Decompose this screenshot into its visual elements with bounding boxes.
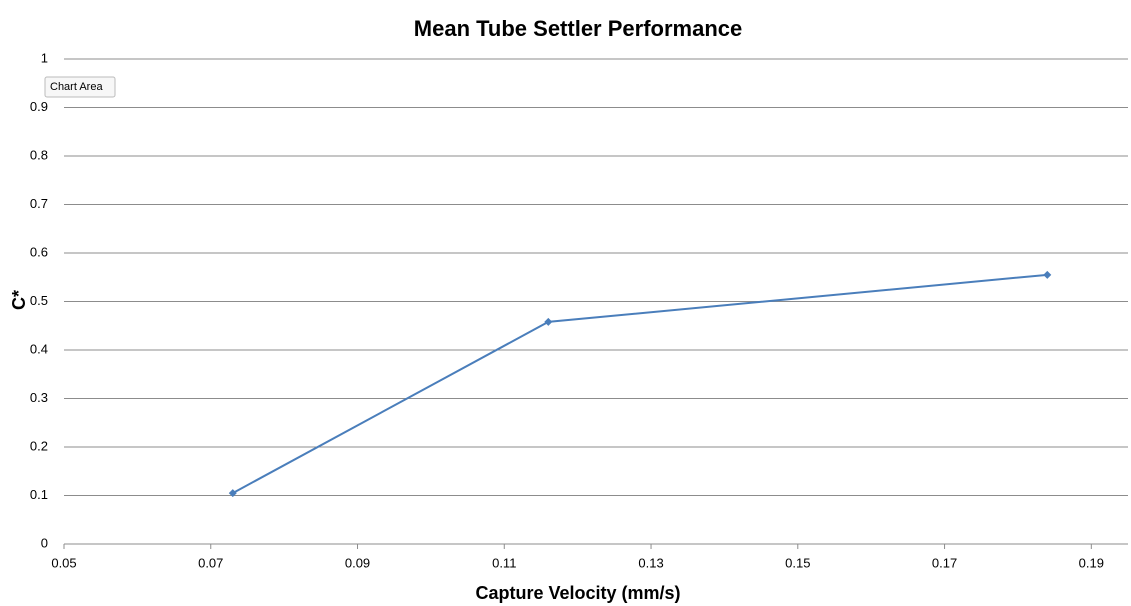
tooltip-box [44,76,116,98]
x-tick-label: 0.05 [51,555,76,570]
x-tick-label: 0.15 [785,555,810,570]
x-tick-label: 0.19 [1079,555,1104,570]
data-point [228,489,237,498]
y-tick-label: 0.4 [30,341,48,356]
y-tick-label: 1 [41,50,48,65]
y-tick-label: 0.8 [30,147,48,162]
y-tick-label: 0.3 [30,390,48,405]
y-tick-label: 0.7 [30,196,48,211]
x-tick-label: 0.11 [492,555,516,570]
tooltip: Chart Area [50,81,103,93]
y-tick-label: 0.2 [30,438,48,453]
data-line [232,273,1048,494]
data-point [544,317,553,326]
data-point [1043,270,1052,279]
y-tick-label: 0.9 [30,99,48,114]
x-tick-label: 0.13 [638,555,663,570]
y-tick-label: 0 [41,535,48,550]
x-tick-label: 0.09 [345,555,370,570]
x-tick-label: 0.07 [198,555,223,570]
y-tick-label: 0.1 [30,487,48,502]
chart-title: Mean Tube Settler Performance [414,16,742,41]
y-axis-label: C* [9,290,29,310]
x-tick-label: 0.17 [932,555,957,570]
y-tick-label: 0.5 [30,293,48,308]
y-tick-label: 0.6 [30,244,48,259]
x-axis-label: Capture Velocity (mm/s) [475,583,680,603]
